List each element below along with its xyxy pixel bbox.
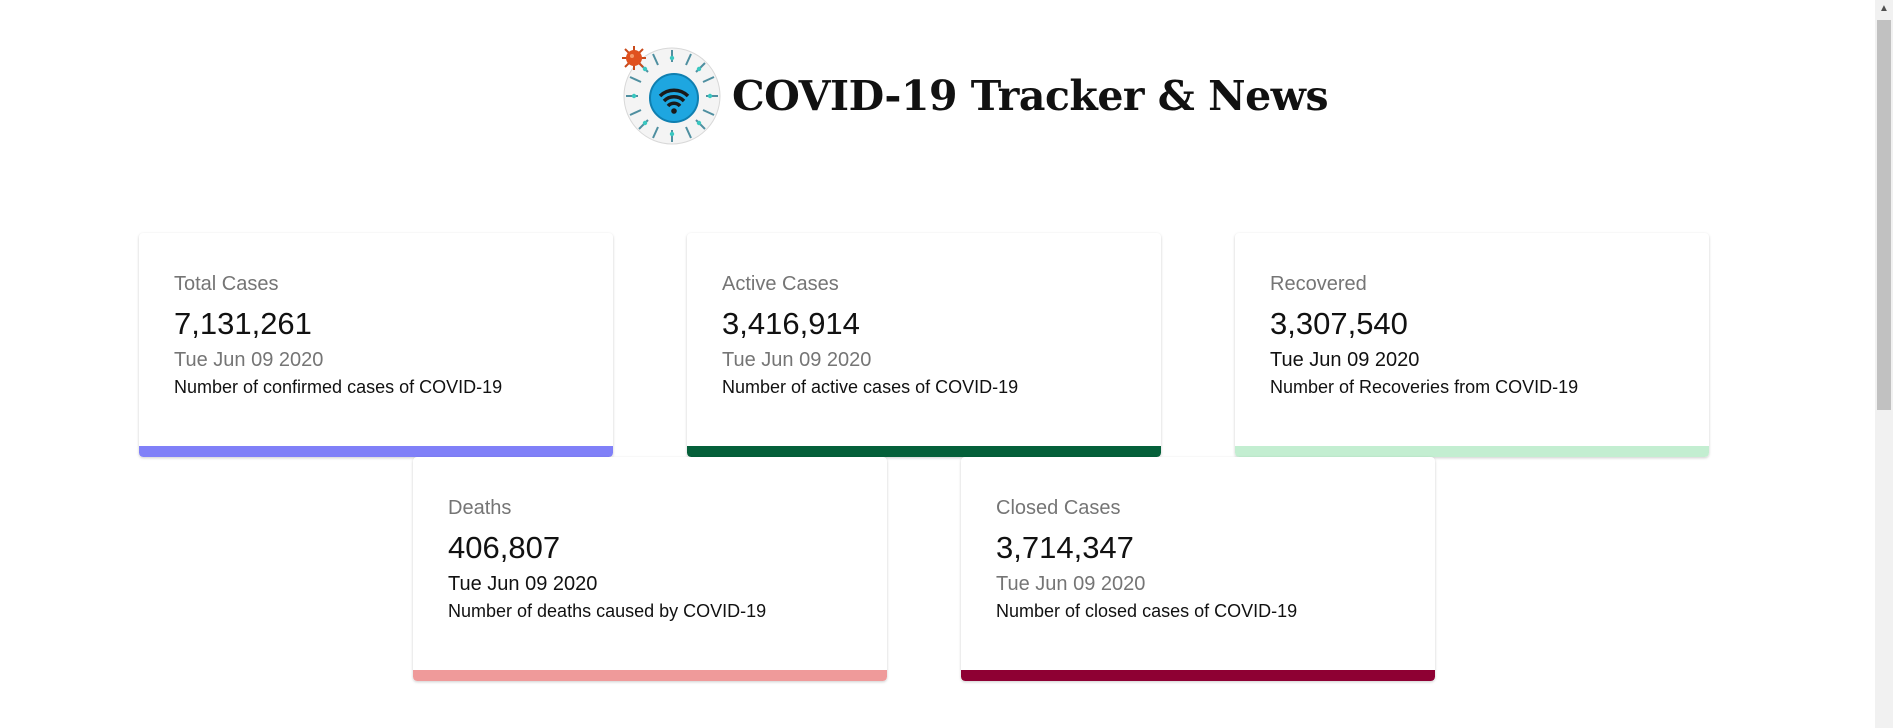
card-date: Tue Jun 09 2020 xyxy=(996,573,1146,595)
globe-wifi-virus-logo[interactable] xyxy=(620,44,724,148)
card-description: Number of confirmed cases of COVID-19 xyxy=(174,377,503,397)
card-label: Closed Cases xyxy=(996,497,1121,519)
scroll-thumb[interactable] xyxy=(1877,20,1891,410)
page-title: COVID-19 Tracker & News xyxy=(732,72,1329,120)
card-description: Number of closed cases of COVID-19 xyxy=(996,601,1298,621)
active-cases-card: Active Cases 3,416,914 Tue Jun 09 2020 N… xyxy=(687,233,1161,457)
card-label: Deaths xyxy=(448,497,512,519)
card-label: Total Cases xyxy=(174,273,279,295)
card-accent-bar xyxy=(413,670,887,681)
card-accent-bar xyxy=(1235,446,1709,457)
card-date: Tue Jun 09 2020 xyxy=(722,349,872,371)
card-value: 7,131,261 xyxy=(174,306,312,341)
card-accent-bar xyxy=(687,446,1161,457)
app-header: COVID-19 Tracker & News xyxy=(620,44,1329,148)
card-accent-bar xyxy=(961,670,1435,681)
total-cases-card: Total Cases 7,131,261 Tue Jun 09 2020 Nu… xyxy=(139,233,613,457)
vertical-scrollbar[interactable]: ▲ xyxy=(1875,0,1893,728)
closed-cases-card: Closed Cases 3,714,347 Tue Jun 09 2020 N… xyxy=(961,457,1435,681)
card-accent-bar xyxy=(139,446,613,457)
card-description: Number of active cases of COVID-19 xyxy=(722,377,1019,397)
card-label: Recovered xyxy=(1270,273,1367,295)
card-description: Number of deaths caused by COVID-19 xyxy=(448,601,767,621)
deaths-card: Deaths 406,807 Tue Jun 09 2020 Number of… xyxy=(413,457,887,681)
card-date: Tue Jun 09 2020 xyxy=(174,349,324,371)
card-date: Tue Jun 09 2020 xyxy=(1270,349,1420,371)
card-label: Active Cases xyxy=(722,273,839,295)
card-value: 3,714,347 xyxy=(996,530,1134,565)
card-value: 3,416,914 xyxy=(722,306,860,341)
card-description: Number of Recoveries from COVID-19 xyxy=(1270,377,1579,397)
card-date: Tue Jun 09 2020 xyxy=(448,573,598,595)
recovered-card: Recovered 3,307,540 Tue Jun 09 2020 Numb… xyxy=(1235,233,1709,457)
card-value: 406,807 xyxy=(448,530,561,565)
scroll-up-arrow-icon[interactable]: ▲ xyxy=(1879,3,1889,14)
card-value: 3,307,540 xyxy=(1270,306,1408,341)
